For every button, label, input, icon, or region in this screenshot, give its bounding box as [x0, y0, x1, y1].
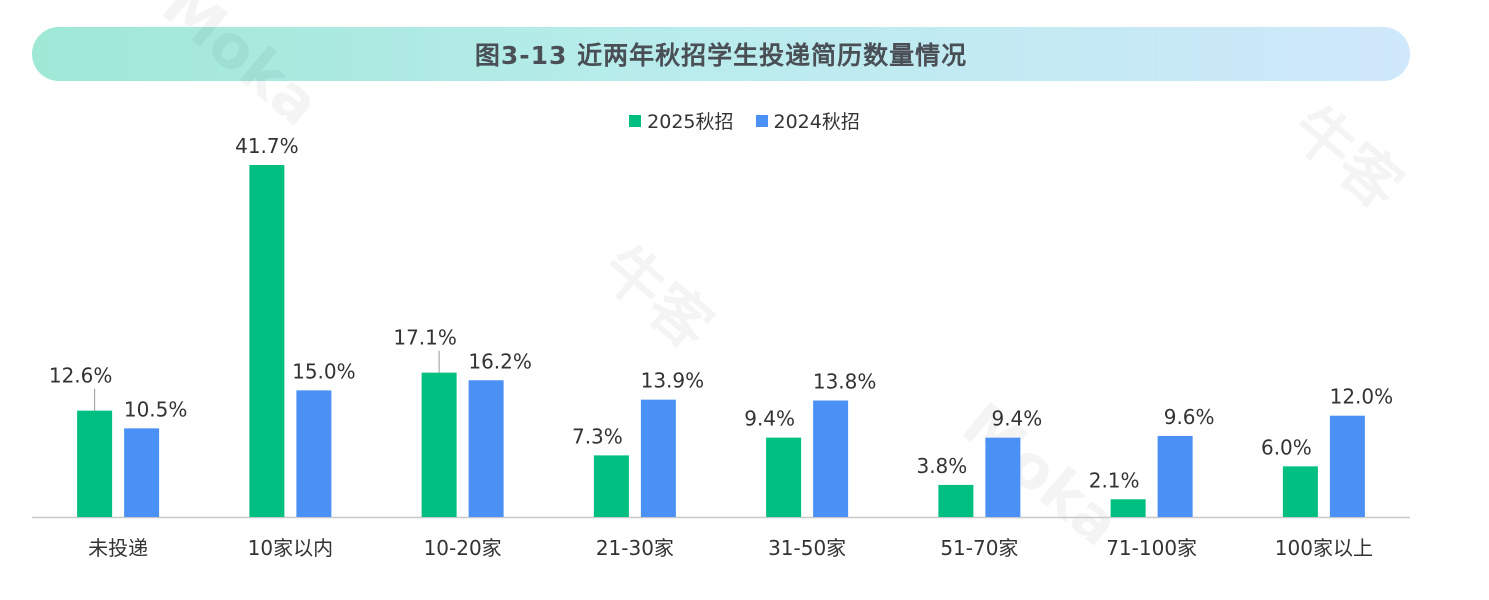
data-label-2025: 41.7%	[235, 134, 299, 158]
bar-2025	[593, 455, 629, 517]
legend-label-2025: 2025秋招	[647, 111, 734, 133]
data-label-2025: 3.8%	[916, 454, 967, 478]
data-label-2024: 16.2%	[468, 349, 532, 373]
bar-2025	[1282, 466, 1318, 517]
bar-2025	[766, 437, 802, 517]
data-label-2024: 15.0%	[292, 359, 356, 383]
x-tick-label: 31-50家	[768, 536, 846, 560]
chart-title-banner: 图3-13 近两年秋招学生投递简历数量情况	[32, 27, 1410, 81]
x-tick-label: 71-100家	[1106, 536, 1197, 560]
bar-2024	[296, 390, 332, 517]
data-label-2024: 9.6%	[1164, 405, 1215, 429]
x-tick-label: 21-30家	[596, 536, 674, 560]
data-label-2025: 7.3%	[572, 424, 623, 448]
bar-2025	[1110, 499, 1146, 517]
bar-2025	[77, 410, 113, 517]
chart-title: 图3-13 近两年秋招学生投递简历数量情况	[474, 41, 968, 70]
bar-2024	[1329, 415, 1365, 517]
x-tick-label: 10-20家	[424, 536, 502, 560]
legend-item-2024: 2024秋招	[755, 107, 860, 134]
data-label-2025: 12.6%	[49, 364, 113, 388]
data-label-2024: 12.0%	[1330, 385, 1394, 409]
legend-item-2025: 2025秋招	[629, 107, 734, 134]
bar-2025	[938, 484, 974, 517]
bar-2024	[1157, 435, 1193, 517]
legend: 2025秋招 2024秋招	[0, 107, 1489, 134]
data-label-2025: 6.0%	[1261, 435, 1312, 459]
data-label-2025: 2.1%	[1089, 468, 1140, 492]
data-label-2024: 13.9%	[641, 369, 705, 393]
data-label-2025: 17.1%	[393, 326, 457, 350]
x-tick-label: 未投递	[88, 536, 148, 560]
bar-2024	[468, 380, 504, 517]
x-tick-label: 10家以内	[248, 536, 333, 560]
legend-label-2024: 2024秋招	[773, 111, 860, 133]
bar-2024	[813, 400, 849, 517]
data-label-2024: 9.4%	[991, 407, 1042, 431]
bar-2024	[640, 399, 676, 517]
data-label-2024: 10.5%	[124, 397, 188, 421]
x-tick-label: 100家以上	[1275, 536, 1373, 560]
bar-2025	[249, 165, 285, 517]
bar-2024	[124, 428, 160, 517]
x-tick-label: 51-70家	[940, 536, 1018, 560]
data-label-2024: 13.8%	[813, 370, 877, 394]
legend-swatch-2024	[755, 114, 768, 127]
data-label-2025: 9.4%	[744, 407, 795, 431]
bar-2024	[985, 437, 1021, 517]
legend-swatch-2025	[629, 114, 642, 127]
bar-2025	[421, 372, 457, 517]
